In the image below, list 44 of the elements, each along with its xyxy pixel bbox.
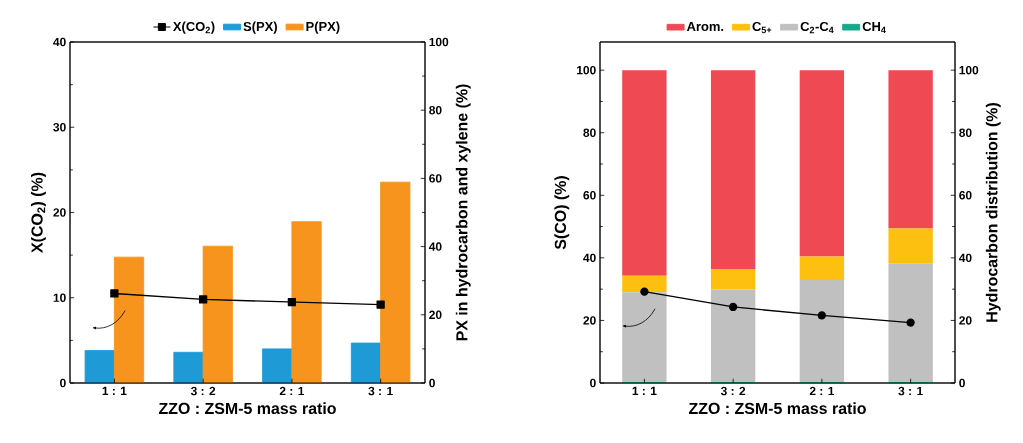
x-tick-label: 3 : 2 [720, 386, 746, 396]
y2-axis-title: PX in hydrocarbon and xylene (%) [455, 84, 471, 341]
y2-tick-label: 40 [428, 242, 442, 251]
y2-tick-label: 20 [429, 310, 442, 320]
y-tick-label: 0 [60, 378, 66, 388]
y2-tick-label: 40 [958, 253, 972, 263]
x-tick-label: 2 : 1 [279, 386, 305, 396]
y-tick-label: 40 [53, 37, 66, 47]
y-tick-label: 10 [53, 293, 66, 302]
y-tick-label: 30 [53, 123, 66, 132]
y2-tick-label: 0 [429, 378, 435, 388]
x-tick-label: 3 : 1 [898, 386, 923, 396]
y-axis-title: S(CO) (%) [554, 176, 570, 250]
y2-tick-label: 100 [959, 65, 979, 75]
x-tick-label: 1 : 1 [102, 386, 127, 395]
y-axis-title: X(CO$_{2}$) (%) [30, 172, 46, 253]
x-tick-label: 1 : 1 [632, 386, 657, 395]
y-tick-label: 20 [53, 208, 66, 217]
y2-tick-label: 0 [959, 378, 965, 388]
y2-tick-label: 80 [429, 105, 442, 115]
x-tick-label: 2 : 1 [809, 386, 835, 396]
y2-tick-label: 60 [959, 191, 972, 200]
x-tick-label: 3 : 2 [190, 386, 216, 396]
y-tick-label: 0 [590, 378, 596, 388]
legend-label: P(PX) [306, 21, 340, 34]
y2-axis-title: Hydrocarbon distribution (%) [985, 103, 1001, 322]
y-tick-label: 20 [583, 316, 596, 325]
legend-label: X(CO$_{2}$) [172, 21, 215, 34]
y-tick-label: 80 [583, 128, 596, 137]
legend-label: C$_{2}$-C$_{4}$ [800, 21, 834, 34]
y2-tick-label: 20 [959, 316, 972, 325]
y-tick-label: 100 [577, 65, 596, 75]
y2-tick-label: 100 [429, 37, 449, 47]
y2-tick-label: 60 [429, 174, 442, 183]
y-tick-label: 40 [583, 253, 596, 263]
legend-label: Arom. [686, 21, 724, 32]
x-tick-label: 3 : 1 [368, 386, 393, 396]
x-axis-title: ZZO : ZSM-5 mass ratio [158, 402, 336, 415]
legend-label: C$_{5+}$ [752, 21, 772, 34]
y-tick-label: 60 [583, 191, 596, 200]
legend-label: S(PX) [243, 21, 277, 34]
legend-label: CH$_{4}$ [862, 21, 886, 34]
y2-tick-label: 80 [959, 128, 972, 137]
x-axis-title: ZZO : ZSM-5 mass ratio [688, 402, 866, 415]
